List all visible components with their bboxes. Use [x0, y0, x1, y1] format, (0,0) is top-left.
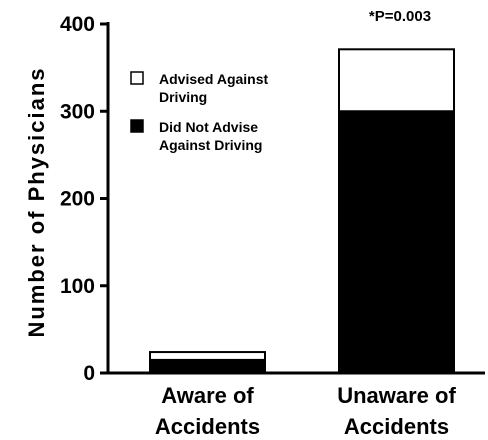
legend-label: Driving — [159, 89, 207, 105]
p-value-annotation: *P=0.003 — [369, 8, 431, 25]
bar-segment-did-not-advise — [149, 358, 266, 375]
x-category-label: Accidents — [155, 414, 260, 439]
y-tick-label: 200 — [60, 188, 95, 211]
legend-label: Did Not Advise — [159, 119, 258, 135]
bar-segment-advised — [149, 351, 266, 361]
bars: Aware of Accidents Unaware of Accidents — [149, 48, 456, 439]
x-category-label: Unaware of — [337, 383, 456, 408]
bar-segment-advised — [338, 48, 455, 113]
legend-swatch — [130, 71, 144, 85]
legend-label: Against Driving — [159, 137, 262, 153]
bar-segment-did-not-advise — [338, 110, 455, 374]
y-axis-label: Number of Physicians — [24, 66, 49, 337]
legend-swatch — [130, 119, 144, 133]
y-tick-label: 0 — [83, 362, 95, 385]
legend: Advised Against Driving Did Not Advise Agai… — [130, 71, 269, 153]
legend-label: Advised Against — [159, 71, 269, 87]
x-category-label: Aware of — [161, 383, 254, 408]
y-tick-label: 100 — [60, 275, 95, 298]
y-tick-label: 400 — [60, 13, 95, 36]
x-category-label: Accidents — [344, 414, 449, 439]
y-tick-label: 300 — [60, 100, 95, 123]
